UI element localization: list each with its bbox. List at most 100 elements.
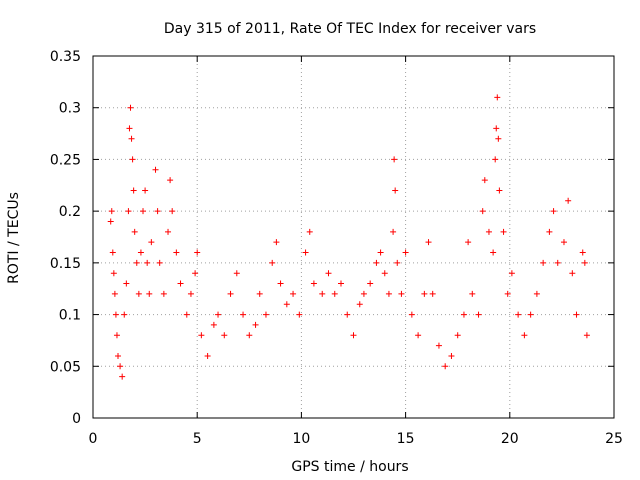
data-point bbox=[126, 125, 133, 132]
data-point bbox=[110, 270, 117, 277]
data-point bbox=[129, 156, 136, 163]
y-tick-label: 0.1 bbox=[59, 308, 81, 324]
data-point bbox=[469, 290, 476, 297]
data-point bbox=[135, 290, 142, 297]
data-point bbox=[367, 280, 374, 287]
data-point bbox=[490, 249, 497, 256]
data-point bbox=[435, 342, 442, 349]
y-tick-label: 0.25 bbox=[50, 152, 81, 168]
data-point bbox=[137, 249, 144, 256]
data-point bbox=[109, 249, 116, 256]
data-point bbox=[252, 321, 259, 328]
y-tick-label: 0.05 bbox=[50, 359, 81, 375]
data-point bbox=[569, 270, 576, 277]
data-point bbox=[173, 249, 180, 256]
data-point bbox=[554, 259, 561, 266]
data-point bbox=[392, 187, 399, 194]
x-tick-label: 25 bbox=[605, 431, 623, 447]
data-point bbox=[133, 259, 140, 266]
data-point bbox=[325, 270, 332, 277]
chart-title: Day 315 of 2011, Rate Of TEC Index for r… bbox=[164, 21, 536, 37]
data-point bbox=[112, 311, 119, 318]
data-point bbox=[107, 218, 114, 225]
plot-frame bbox=[92, 55, 615, 419]
data-point bbox=[306, 228, 313, 235]
data-point bbox=[210, 321, 217, 328]
data-point bbox=[485, 228, 492, 235]
data-point bbox=[177, 280, 184, 287]
data-point bbox=[283, 301, 290, 308]
y-axis-label: ROTI / TECUs bbox=[6, 192, 22, 284]
data-point bbox=[290, 290, 297, 297]
x-tick-label: 10 bbox=[292, 431, 310, 447]
data-point bbox=[310, 280, 317, 287]
y-tick-label: 0 bbox=[72, 411, 81, 427]
data-point bbox=[391, 156, 398, 163]
data-point bbox=[425, 239, 432, 246]
data-point bbox=[115, 352, 122, 359]
data-point bbox=[148, 239, 155, 246]
data-point bbox=[169, 208, 176, 215]
x-axis-label: GPS time / hours bbox=[291, 459, 408, 475]
data-point bbox=[140, 208, 147, 215]
data-point bbox=[156, 259, 163, 266]
data-point bbox=[167, 177, 174, 184]
data-point bbox=[128, 135, 135, 142]
data-point bbox=[302, 249, 309, 256]
data-point bbox=[227, 290, 234, 297]
data-point bbox=[550, 208, 557, 215]
x-tick-label: 0 bbox=[89, 431, 98, 447]
data-point bbox=[273, 239, 280, 246]
y-tick-label: 0.15 bbox=[50, 256, 81, 272]
data-point bbox=[521, 332, 528, 339]
data-point bbox=[398, 290, 405, 297]
data-point bbox=[448, 352, 455, 359]
data-point bbox=[494, 94, 501, 101]
data-point bbox=[429, 290, 436, 297]
x-tick-label: 20 bbox=[501, 431, 519, 447]
data-point bbox=[560, 239, 567, 246]
data-point bbox=[408, 311, 415, 318]
data-point bbox=[146, 290, 153, 297]
data-point bbox=[373, 259, 380, 266]
data-point bbox=[454, 332, 461, 339]
data-point bbox=[500, 228, 507, 235]
data-point bbox=[319, 290, 326, 297]
data-point bbox=[421, 290, 428, 297]
data-point bbox=[360, 290, 367, 297]
data-point bbox=[221, 332, 228, 339]
data-point bbox=[144, 259, 151, 266]
data-point bbox=[390, 228, 397, 235]
data-point bbox=[381, 270, 388, 277]
data-point bbox=[119, 373, 126, 380]
data-point bbox=[496, 187, 503, 194]
data-point bbox=[583, 332, 590, 339]
data-point bbox=[377, 249, 384, 256]
data-point bbox=[187, 290, 194, 297]
data-point bbox=[533, 290, 540, 297]
data-point bbox=[277, 280, 284, 287]
grid-layer bbox=[93, 56, 614, 418]
data-point bbox=[546, 228, 553, 235]
data-point bbox=[123, 280, 130, 287]
data-point bbox=[269, 259, 276, 266]
data-point bbox=[152, 166, 159, 173]
x-tick-label: 5 bbox=[193, 431, 202, 447]
data-point bbox=[495, 135, 502, 142]
data-point bbox=[527, 311, 534, 318]
data-point bbox=[183, 311, 190, 318]
data-point bbox=[402, 249, 409, 256]
data-point bbox=[481, 177, 488, 184]
data-point bbox=[356, 301, 363, 308]
data-point bbox=[460, 311, 467, 318]
y-tick-label: 0.2 bbox=[59, 204, 81, 220]
data-point bbox=[233, 270, 240, 277]
data-point bbox=[246, 332, 253, 339]
data-point bbox=[192, 270, 199, 277]
data-point bbox=[204, 352, 211, 359]
data-point bbox=[331, 290, 338, 297]
data-point bbox=[573, 311, 580, 318]
data-point bbox=[385, 290, 392, 297]
data-point bbox=[113, 332, 120, 339]
